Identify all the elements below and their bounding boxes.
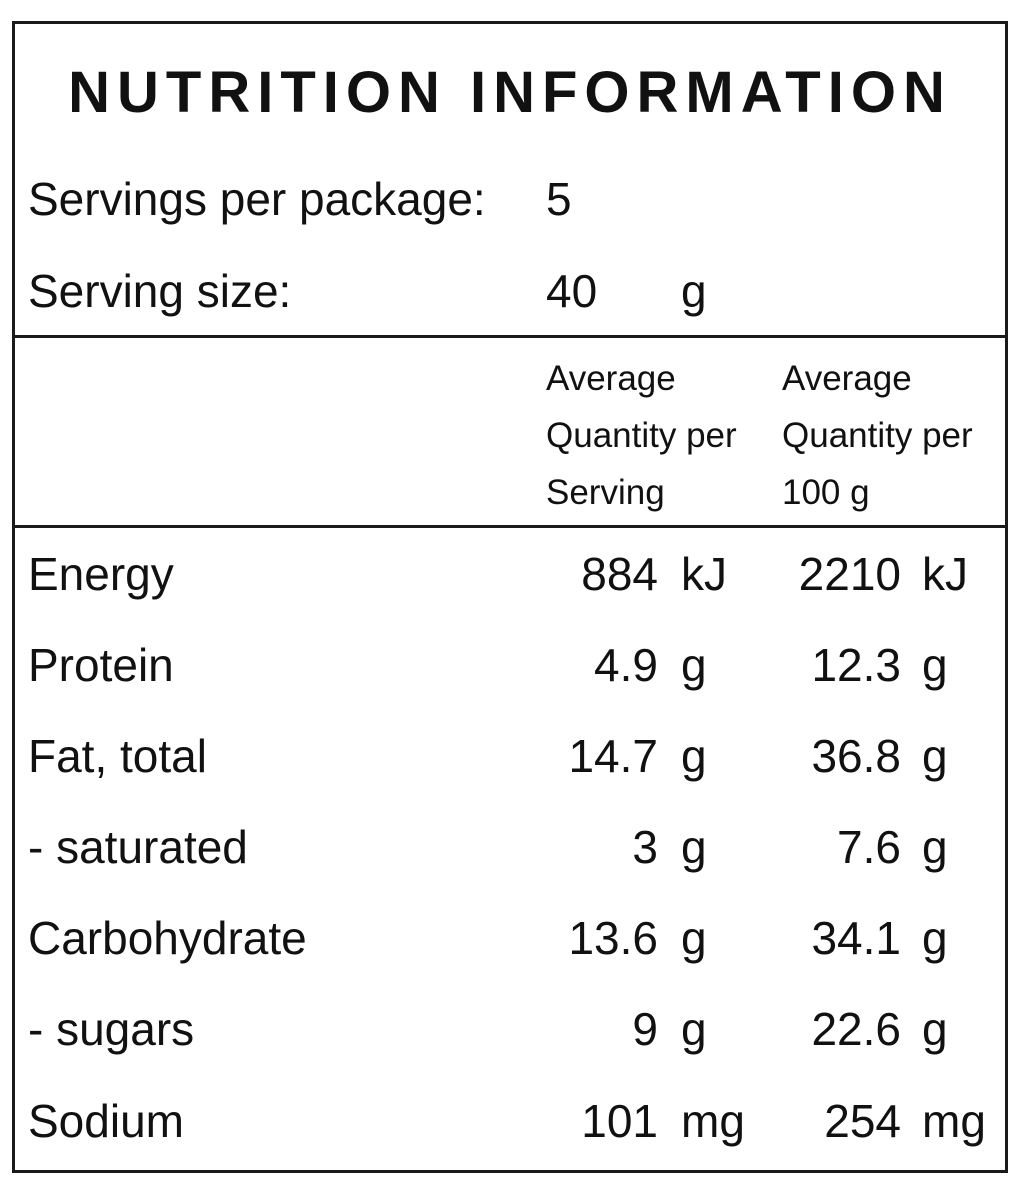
servings-per-package-value: 5 [546,173,572,225]
nutrient-name: Protein [28,639,174,691]
per-serving-value: 4.9 [594,639,658,691]
per-serving-value: 884 [581,548,658,600]
nutrient-name: - sugars [28,1003,195,1055]
per-100g-value: 34.1 [811,912,901,964]
header-divider-bottom [15,525,1005,528]
per-100g-value: 2210 [798,548,901,600]
per-100g-unit: kJ [922,548,968,600]
servings-per-package-label: Servings per package: [28,173,486,225]
per-serving-value: 101 [581,1095,658,1147]
serving-size-value: 40 [546,265,598,317]
nutrient-name: - saturated [28,821,248,873]
nutrient-name: Energy [28,548,174,600]
per-100g-unit: g [922,912,948,964]
per-serving-unit: g [681,730,707,782]
per-serving-unit: g [681,1003,707,1055]
per-100g-value: 12.3 [811,639,901,691]
per-100g-value: 7.6 [837,821,901,873]
per-100g-unit: g [922,730,948,782]
serving-size-label: Serving size: [28,265,292,317]
serving-size-unit: g [681,265,707,317]
nutrition-panel: NUTRITION INFORMATION Servings per packa… [12,21,1008,1173]
panel-title: NUTRITION INFORMATION [68,60,952,125]
per-100g-unit: g [922,1003,948,1055]
per-serving-value: 9 [632,1003,658,1055]
per-100g-unit: mg [922,1095,986,1147]
column-header-per-serving-line: Serving [546,473,665,512]
per-100g-unit: g [922,639,948,691]
column-header-per-serving: Average Quantity per Serving [546,350,737,521]
nutrient-name: Sodium [28,1095,184,1147]
column-header-per-100g: Average Quantity per 100 g [782,350,973,521]
column-header-per-serving-line: Average [546,359,676,398]
nutrient-row-carbohydrate: Carbohydrate 13.6 g 34.1 g [15,908,1005,968]
column-header-per-100g-line: Quantity per [782,416,973,455]
nutrient-row-sodium: Sodium 101 mg 254 mg [15,1091,1005,1151]
nutrient-row-energy: Energy 884 kJ 2210 kJ [15,544,1005,604]
column-header-per-100g-line: 100 g [782,473,870,512]
nutrient-row-sugars: - sugars 9 g 22.6 g [15,999,1005,1059]
per-serving-unit: g [681,912,707,964]
per-serving-value: 3 [632,821,658,873]
per-100g-value: 22.6 [811,1003,901,1055]
per-serving-value: 13.6 [568,912,658,964]
column-header-per-serving-line: Quantity per [546,416,737,455]
per-100g-value: 254 [824,1095,901,1147]
per-serving-unit: g [681,821,707,873]
nutrient-name: Carbohydrate [28,912,307,964]
nutrient-name: Fat, total [28,730,207,782]
per-serving-value: 14.7 [568,730,658,782]
header-divider-top [15,335,1005,338]
per-100g-value: 36.8 [811,730,901,782]
nutrient-row-fat-total: Fat, total 14.7 g 36.8 g [15,726,1005,786]
per-serving-unit: mg [681,1095,745,1147]
column-header-per-100g-line: Average [782,359,912,398]
per-serving-unit: kJ [681,548,727,600]
per-serving-unit: g [681,639,707,691]
nutrient-row-protein: Protein 4.9 g 12.3 g [15,635,1005,695]
per-100g-unit: g [922,821,948,873]
nutrient-row-saturated: - saturated 3 g 7.6 g [15,817,1005,877]
